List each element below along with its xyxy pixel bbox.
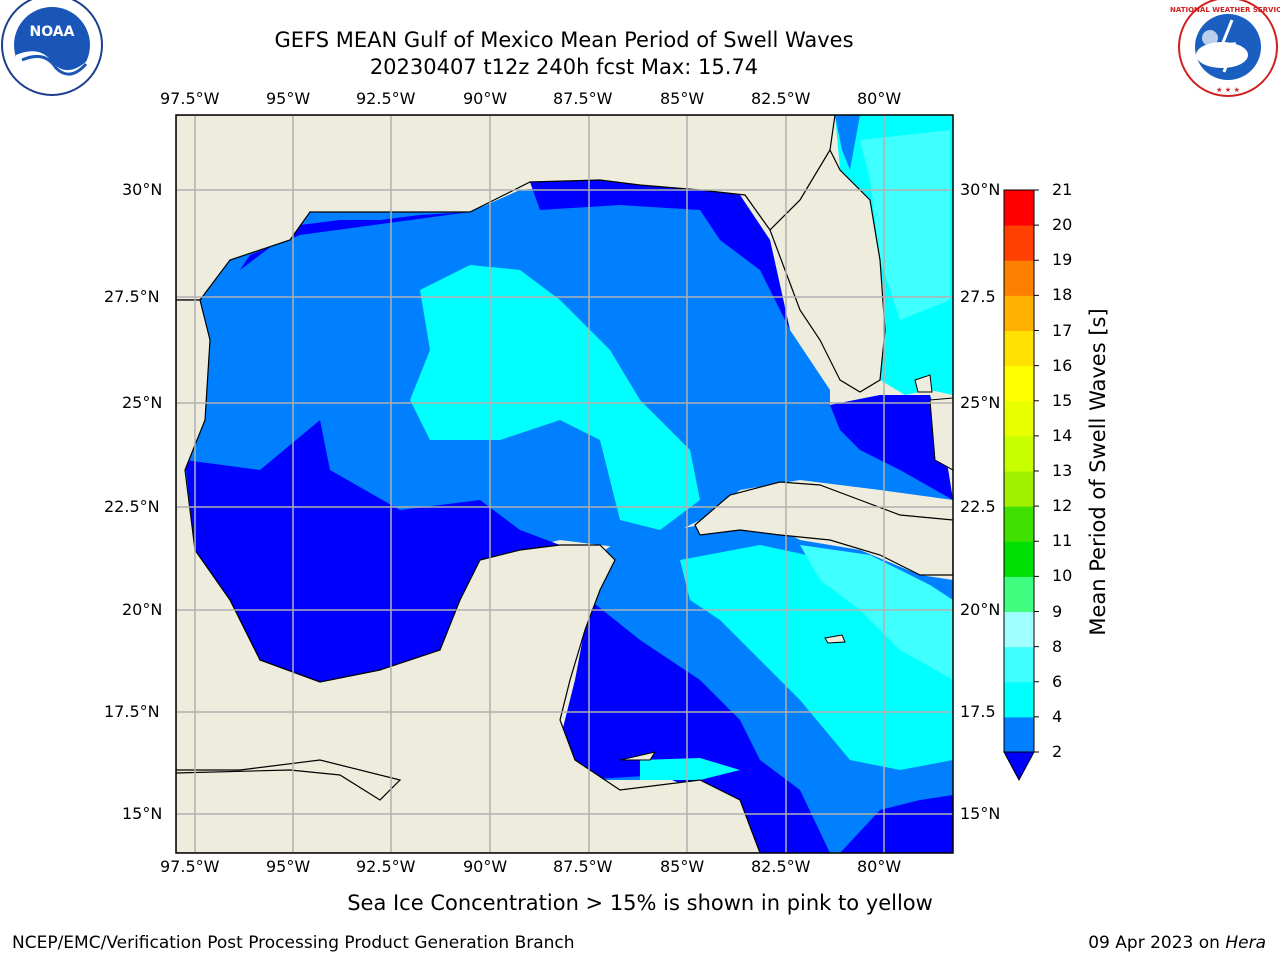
lat-label-right: 25°N <box>960 393 1001 412</box>
nws-logo: ★ ★ ★ NATIONAL WEATHER SERVICE <box>1170 0 1280 97</box>
map-subtitle: 20230407 t12z 240h fcst Max: 15.74 <box>369 55 759 79</box>
footer-credit: NCEP/EMC/Verification Post Processing Pr… <box>12 933 575 953</box>
colorbar-extension <box>1003 751 1035 782</box>
colorbar-swatch <box>1004 400 1034 437</box>
lon-label-bottom: 95°W <box>266 857 311 876</box>
lon-label-top: 95°W <box>266 89 311 108</box>
colorbar-swatch <box>1004 506 1034 542</box>
lon-label-top: 85°W <box>660 89 705 108</box>
colorbar-swatch <box>1004 260 1034 296</box>
colorbar-tick-label: 11 <box>1052 531 1073 551</box>
colorbar-tick-label: 14 <box>1052 425 1073 445</box>
footer-date: 09 Apr 2023 on Hera <box>1088 933 1266 953</box>
lat-label-left: 20°N <box>122 600 163 619</box>
map-plot <box>176 115 953 853</box>
land-florida <box>769 148 886 393</box>
lat-label-right: 30°N <box>960 180 1001 199</box>
lon-label-top: 82.5°W <box>751 89 811 108</box>
noaa-logo-text: NOAA <box>30 24 75 40</box>
colorbar-swatch <box>1004 611 1034 648</box>
noaa-logo: NOAA <box>1 0 103 96</box>
colorbar-tick-label: 16 <box>1052 355 1073 375</box>
lon-label-bottom: 92.5°W <box>356 857 416 876</box>
lat-label-left: 27.5°N <box>104 287 160 306</box>
lat-label-right: 17.5 <box>960 702 996 721</box>
colorbar-swatch <box>1004 435 1034 472</box>
footer-date-text: 09 Apr 2023 on <box>1088 933 1226 953</box>
colorbar-swatch <box>1004 295 1034 331</box>
colorbar-swatch <box>1004 681 1034 718</box>
colorbar-tick-label: 9 <box>1052 601 1063 621</box>
colorbar-swatch <box>1004 541 1034 577</box>
lon-label-top: 92.5°W <box>356 89 416 108</box>
colorbar-tick-label: 20 <box>1052 215 1073 235</box>
colorbar <box>1003 189 1039 782</box>
colorbar-swatch <box>1004 225 1034 261</box>
lon-label-top: 97.5°W <box>160 89 220 108</box>
lon-label-bottom: 87.5°W <box>553 857 613 876</box>
lat-label-right: 27.5 <box>960 287 996 306</box>
colorbar-tick-label: 2 <box>1052 742 1063 761</box>
colorbar-tick-label: 17 <box>1052 320 1073 340</box>
colorbar-tick-label: 21 <box>1052 180 1073 199</box>
footer-host: Hera <box>1225 933 1266 953</box>
colorbar-swatch <box>1004 576 1034 612</box>
nws-logo-text: NATIONAL WEATHER SERVICE <box>1170 6 1280 14</box>
colorbar-swatch <box>1004 716 1034 753</box>
map-gridlines <box>176 115 953 853</box>
sea-ice-note: Sea Ice Concentration > 15% is shown in … <box>347 891 933 915</box>
lon-label-bottom: 82.5°W <box>751 857 811 876</box>
lat-label-right: 20°N <box>960 600 1001 619</box>
colorbar-tick-label: 15 <box>1052 390 1073 410</box>
colorbar-title: Mean Period of Swell Waves [s] <box>1086 308 1110 636</box>
lat-label-left: 25°N <box>122 393 163 412</box>
land-cuba <box>694 481 953 576</box>
lat-label-left: 15°N <box>122 804 163 823</box>
colorbar-tick-label: 6 <box>1052 671 1063 691</box>
lat-label-left: 17.5°N <box>104 702 160 721</box>
colorbar-tick-label: 4 <box>1052 706 1063 726</box>
lon-label-bottom: 90°W <box>463 857 508 876</box>
svg-text:★ ★ ★: ★ ★ ★ <box>1216 86 1240 94</box>
lat-label-left: 30°N <box>122 180 163 199</box>
colorbar-tick-label: 19 <box>1052 250 1073 270</box>
lat-label-right: 22.5 <box>960 497 996 516</box>
lat-label-right: 15°N <box>960 804 1001 823</box>
colorbar-tick-label: 13 <box>1052 461 1073 480</box>
lon-label-bottom: 97.5°W <box>160 857 220 876</box>
colorbar-tick-label: 12 <box>1052 496 1073 516</box>
lon-label-top: 87.5°W <box>553 89 613 108</box>
colorbar-tick-label: 18 <box>1052 285 1073 305</box>
map-frame <box>175 114 954 854</box>
lat-label-left: 22.5°N <box>104 497 160 516</box>
lon-label-top: 90°W <box>463 89 508 108</box>
colorbar-tick-label: 10 <box>1052 566 1073 586</box>
colorbar-swatch <box>1004 190 1034 226</box>
colorbar-swatch <box>1004 365 1034 402</box>
lon-label-bottom: 80°W <box>857 857 902 876</box>
colorbar-swatch <box>1004 471 1034 507</box>
map-title: GEFS MEAN Gulf of Mexico Mean Period of … <box>274 28 854 52</box>
lon-label-bottom: 85°W <box>660 857 705 876</box>
lon-label-top: 80°W <box>857 89 902 108</box>
colorbar-swatch <box>1004 646 1034 683</box>
colorbar-swatch <box>1004 330 1034 367</box>
colorbar-tick-label: 8 <box>1052 636 1063 656</box>
